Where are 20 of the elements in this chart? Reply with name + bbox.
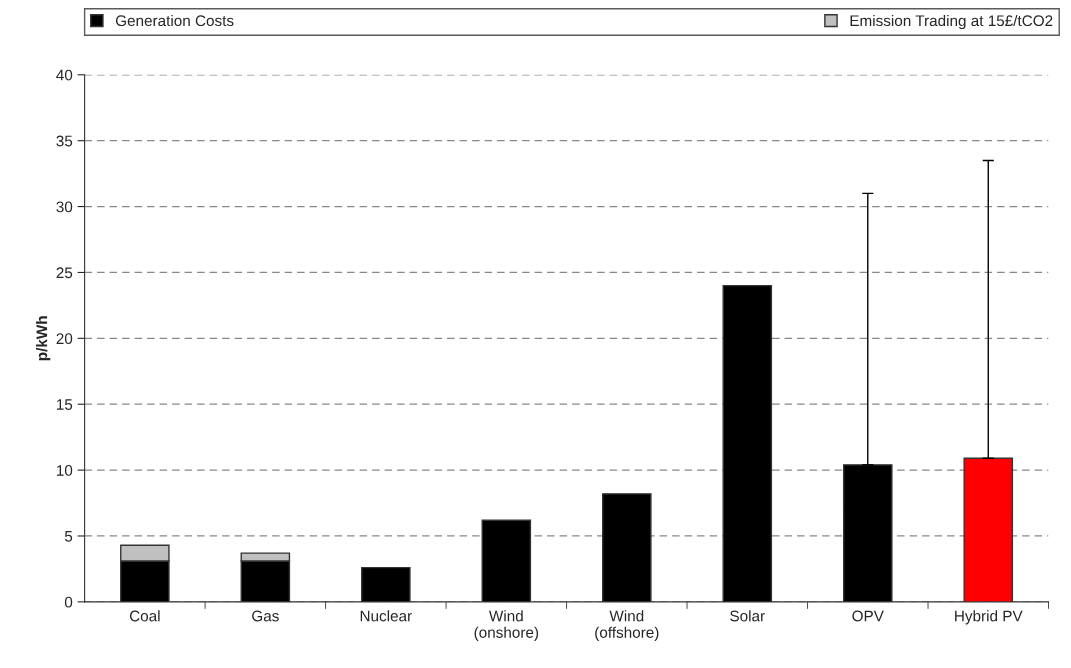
x-tick-label: Wind (offshore) [595, 610, 659, 641]
y-tick-label: 20 [56, 333, 73, 345]
legend-label: Emission Trading at 15£/tCO2 [850, 14, 1053, 30]
x-tick-label: Coal [129, 610, 160, 622]
x-tick-label: Gas [252, 610, 279, 622]
y-tick-label: 25 [56, 267, 73, 279]
x-tick-label: OPV [852, 610, 884, 622]
y-tick-label: 40 [56, 69, 73, 81]
x-tick-label: Wind (onshore) [474, 610, 539, 641]
x-tick-label: Solar [730, 610, 765, 622]
y-axis-title: p/kWh [36, 316, 51, 361]
x-tick-label: Nuclear [360, 610, 412, 622]
legend-label: Generation Costs [115, 14, 234, 27]
y-tick-label: 10 [56, 464, 73, 476]
y-tick-label: 15 [56, 399, 73, 410]
y-tick-label: 5 [64, 531, 73, 542]
x-tick-label: Hybrid PV [955, 610, 1023, 625]
y-tick-label: 35 [56, 135, 73, 147]
y-tick-label: 0 [64, 596, 73, 608]
y-tick-label: 30 [56, 201, 73, 213]
